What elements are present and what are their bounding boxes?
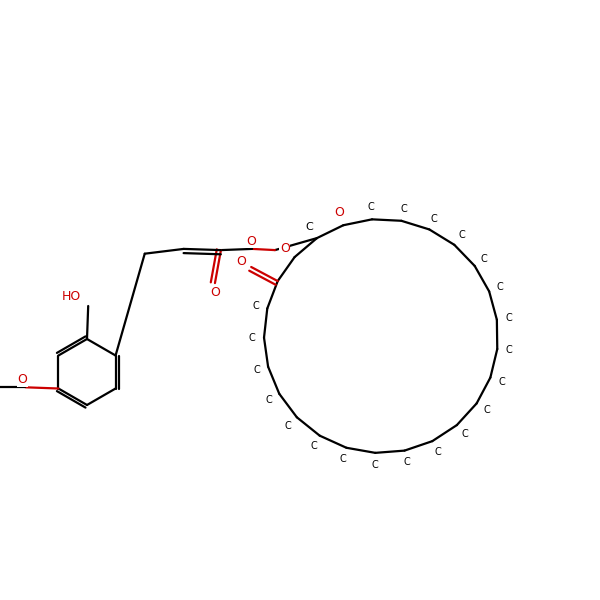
Text: C: C bbox=[505, 313, 512, 323]
Text: C: C bbox=[434, 447, 441, 457]
Text: C: C bbox=[368, 202, 374, 212]
Text: C: C bbox=[371, 460, 378, 470]
Text: O: O bbox=[334, 206, 344, 219]
Text: C: C bbox=[310, 441, 317, 451]
Text: O: O bbox=[247, 235, 256, 248]
Text: C: C bbox=[340, 454, 346, 464]
Text: O: O bbox=[210, 286, 220, 299]
Text: C: C bbox=[497, 282, 503, 292]
Text: O: O bbox=[237, 256, 247, 268]
Text: C: C bbox=[483, 406, 490, 415]
Text: C: C bbox=[253, 365, 260, 375]
Text: C: C bbox=[306, 222, 314, 232]
Text: C: C bbox=[252, 301, 259, 311]
Text: C: C bbox=[481, 254, 488, 264]
Text: C: C bbox=[404, 457, 410, 467]
Text: C: C bbox=[265, 395, 272, 405]
Text: O: O bbox=[280, 242, 290, 255]
Text: C: C bbox=[498, 377, 505, 387]
Text: O: O bbox=[17, 373, 28, 386]
Text: C: C bbox=[248, 333, 256, 343]
Text: C: C bbox=[285, 421, 292, 431]
Text: HO: HO bbox=[62, 290, 81, 303]
Text: C: C bbox=[506, 346, 512, 355]
Text: C: C bbox=[431, 214, 437, 224]
Text: C: C bbox=[458, 230, 465, 241]
Text: C: C bbox=[461, 429, 468, 439]
Text: C: C bbox=[400, 204, 407, 214]
